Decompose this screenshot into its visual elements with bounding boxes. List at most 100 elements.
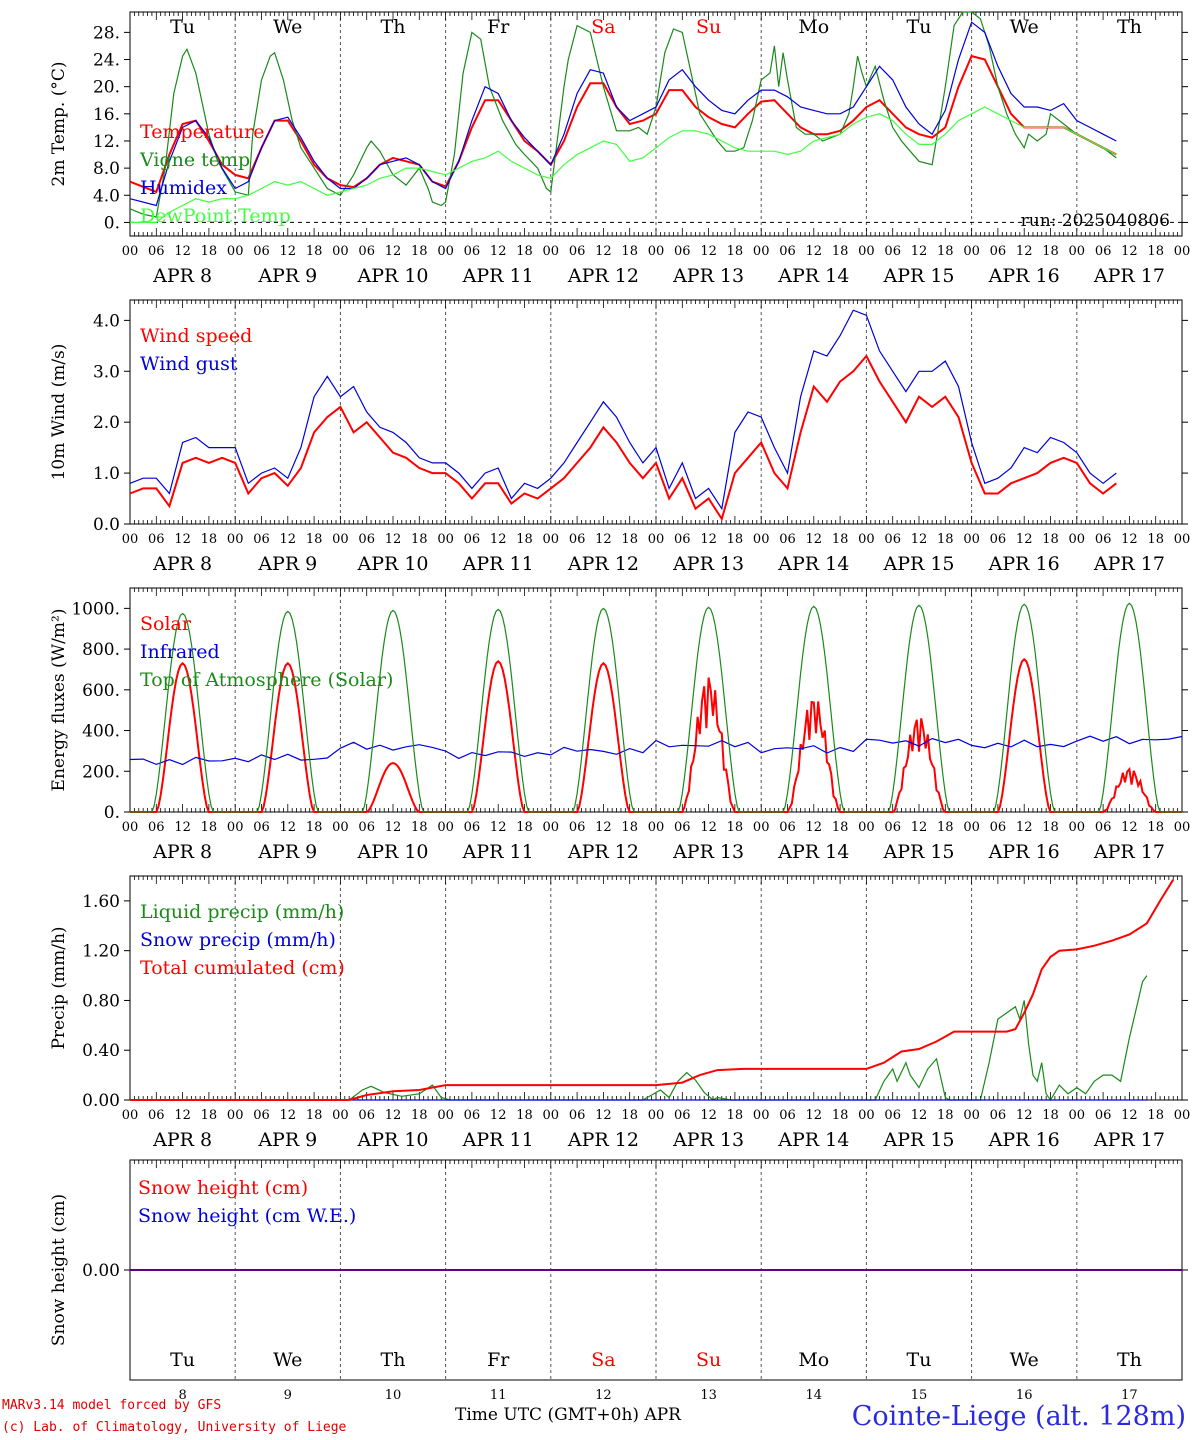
date-label: APR 8 xyxy=(152,265,212,287)
series-line xyxy=(130,602,1182,813)
hour-label: 12 xyxy=(174,532,191,547)
series-line xyxy=(130,106,1117,223)
hour-label: 18 xyxy=(516,532,533,547)
y-tick-label: 200. xyxy=(82,762,120,782)
hour-label: 12 xyxy=(700,1108,717,1123)
hour-label: 00 xyxy=(648,1108,665,1123)
legend-entry: Vigne temp xyxy=(139,149,250,171)
weekday-label: Th xyxy=(381,16,406,38)
weekday-label: Fr xyxy=(487,1349,510,1371)
hour-label: 12 xyxy=(806,820,823,835)
hour-label: 00 xyxy=(858,532,875,547)
hour-label: 00 xyxy=(1069,820,1086,835)
weekday-label: Tu xyxy=(170,16,195,38)
day-number: 14 xyxy=(806,1388,823,1400)
weekday-label: Th xyxy=(1117,1349,1142,1371)
legend-entry: Temperature xyxy=(140,121,264,143)
legend-entry: Humidex xyxy=(140,177,227,199)
legend-entry: Snow height (cm) xyxy=(138,1177,308,1199)
hour-label: 12 xyxy=(385,1108,402,1123)
hour-label: 00 xyxy=(227,1108,244,1123)
hour-label: 00 xyxy=(858,1108,875,1123)
hour-label: 12 xyxy=(911,1108,928,1123)
hour-label: 12 xyxy=(1121,820,1138,835)
hour-label: 00 xyxy=(1069,1108,1086,1123)
hour-label: 00 xyxy=(963,820,980,835)
hour-label: 00 xyxy=(227,244,244,259)
date-label: APR 9 xyxy=(257,841,317,863)
hour-label: 06 xyxy=(148,1108,165,1123)
hour-label: 06 xyxy=(569,820,586,835)
day-number: 15 xyxy=(911,1388,928,1400)
date-label: APR 15 xyxy=(882,553,954,575)
hour-label: 06 xyxy=(148,532,165,547)
hour-label: 06 xyxy=(358,820,375,835)
date-label: APR 10 xyxy=(356,265,428,287)
hour-label: 18 xyxy=(832,820,849,835)
hour-label: 00 xyxy=(122,532,139,547)
panel-1 xyxy=(124,11,1188,237)
date-label: APR 17 xyxy=(1093,265,1165,287)
hour-label: 18 xyxy=(306,532,323,547)
hour-label: 12 xyxy=(595,532,612,547)
hour-label: 18 xyxy=(411,820,428,835)
hour-label: 06 xyxy=(358,1108,375,1123)
hour-label: 12 xyxy=(1016,820,1033,835)
hour-label: 06 xyxy=(674,244,691,259)
date-label: APR 14 xyxy=(777,265,849,287)
hour-label: 12 xyxy=(280,1108,297,1123)
weekday-label: We xyxy=(1010,16,1039,38)
hour-label: 18 xyxy=(201,532,218,547)
hour-label: 00 xyxy=(648,820,665,835)
hour-label: 18 xyxy=(1042,244,1059,259)
y-tick-label: 1.20 xyxy=(82,942,120,962)
weekday-label: Sa xyxy=(591,16,615,38)
weekday-label: We xyxy=(273,16,302,38)
hour-label: 18 xyxy=(937,244,954,259)
legend-entry: Solar xyxy=(140,613,192,635)
hour-label: 18 xyxy=(306,244,323,259)
date-label: APR 12 xyxy=(567,265,639,287)
hour-label: 18 xyxy=(621,532,638,547)
date-label: APR 14 xyxy=(777,841,849,863)
panel-frame xyxy=(129,299,1183,525)
series-line xyxy=(129,354,1117,522)
y-tick-label: 800. xyxy=(82,640,120,660)
date-label: APR 12 xyxy=(567,553,639,575)
day-number: 9 xyxy=(284,1388,292,1400)
hour-label: 12 xyxy=(911,820,928,835)
weekday-label: We xyxy=(273,1349,302,1371)
hour-label: 00 xyxy=(332,820,349,835)
hour-label: 06 xyxy=(358,532,375,547)
weekday-label: Su xyxy=(696,16,721,38)
hour-label: 18 xyxy=(727,532,744,547)
y-tick-label: 28. xyxy=(93,23,120,43)
date-label: APR 11 xyxy=(462,553,534,575)
y-axis-label: 2m Temp. (°C) xyxy=(49,61,69,186)
panel-frame xyxy=(129,587,1183,813)
date-label: APR 11 xyxy=(462,841,534,863)
series-line xyxy=(129,54,1117,194)
hour-label: 06 xyxy=(464,532,481,547)
date-label: APR 13 xyxy=(672,553,744,575)
day-number: 8 xyxy=(178,1388,186,1400)
hour-label: 12 xyxy=(280,532,297,547)
hour-label: 18 xyxy=(937,532,954,547)
hour-label: 12 xyxy=(1121,1108,1138,1123)
hour-label: 12 xyxy=(806,1108,823,1123)
legend-entry: DewPoint Temp xyxy=(140,205,291,227)
hour-label: 12 xyxy=(1016,244,1033,259)
date-label: APR 16 xyxy=(988,265,1060,287)
hour-label: 00 xyxy=(122,244,139,259)
hour-label: 18 xyxy=(201,1108,218,1123)
y-tick-label: 1.60 xyxy=(82,892,120,912)
hour-label: 12 xyxy=(280,820,297,835)
y-tick-label: 4.0 xyxy=(93,186,120,206)
hour-label: 00 xyxy=(1069,532,1086,547)
y-tick-label: 0. xyxy=(104,803,120,823)
y-axis-label: Precip (mm/h) xyxy=(49,926,69,1049)
hour-label: 00 xyxy=(543,820,560,835)
legend-entry: Infrared xyxy=(140,641,220,663)
date-label: APR 13 xyxy=(672,841,744,863)
hour-label: 18 xyxy=(516,244,533,259)
